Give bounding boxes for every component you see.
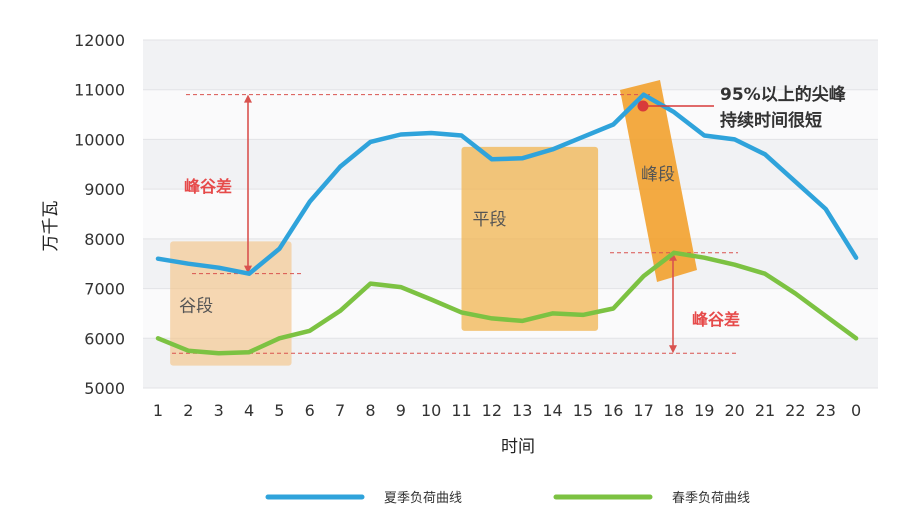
x-tick-label: 11	[451, 401, 471, 420]
x-tick-label: 9	[396, 401, 406, 420]
overlay	[637, 100, 714, 112]
y-tick-label: 9000	[84, 180, 125, 199]
x-tick-label: 2	[183, 401, 193, 420]
x-tick-label: 1	[153, 401, 163, 420]
x-tick-label: 5	[274, 401, 284, 420]
y-tick-labels: 5000 6000 7000 8000 9000 10000 11000 12000	[74, 31, 125, 398]
y-tick-label: 10000	[74, 130, 125, 149]
spring-peak-valley-arrow-head-bottom	[669, 345, 677, 354]
spring-peak-valley-arrow	[669, 252, 677, 354]
x-tick-labels: 1 2 3 4 5 6 7 8 9 10 11 12 13 14 15 16 17 18 19 20 21 22 23 0	[153, 401, 861, 420]
x-tick-label: 4	[244, 401, 254, 420]
x-tick-label: 14	[542, 401, 562, 420]
summer-peak-valley-arrow-head-bottom	[244, 265, 252, 274]
y-axis-label: 万千瓦	[41, 201, 61, 252]
x-tick-label: 16	[603, 401, 623, 420]
legend-label-summer: 夏季负荷曲线	[384, 491, 462, 506]
flat-period-region	[461, 146, 599, 331]
y-tick-label: 12000	[74, 31, 125, 50]
x-tick-label: 23	[816, 401, 836, 420]
peak-valley-spring-label: 峰谷差	[692, 310, 740, 329]
x-tick-label: 19	[694, 401, 714, 420]
x-tick-label: 3	[214, 401, 224, 420]
valley-period-label: 谷段	[179, 296, 213, 316]
x-tick-label: 18	[664, 401, 684, 420]
x-tick-label: 0	[851, 401, 861, 420]
x-tick-label: 21	[755, 401, 775, 420]
legend-label-spring: 春季负荷曲线	[672, 491, 750, 506]
peak-period-region	[620, 80, 697, 282]
flat-period-label: 平段	[473, 210, 507, 230]
spring-peak-valley-arrow-head-top	[669, 252, 677, 261]
y-tick-label: 11000	[74, 81, 125, 100]
y-tick-label: 6000	[84, 329, 125, 348]
x-axis-label: 时间	[501, 437, 535, 457]
peak-note-line2: 持续时间很短	[720, 110, 822, 131]
summer-peak-valley-arrow	[244, 94, 252, 274]
x-tick-label: 22	[785, 401, 805, 420]
summer-peak-valley-arrow-head-top	[244, 94, 252, 103]
peak-marker-dot	[637, 100, 649, 112]
x-tick-label: 17	[633, 401, 653, 420]
summer-load-line	[155, 92, 859, 276]
plot-band	[143, 40, 878, 90]
series-group	[155, 92, 859, 356]
x-tick-label: 15	[573, 401, 593, 420]
y-tick-label: 8000	[84, 230, 125, 249]
x-tick-label: 7	[335, 401, 345, 420]
y-tick-label: 7000	[84, 280, 125, 299]
peak-note-line1: 95%以上的尖峰	[720, 84, 847, 105]
x-tick-label: 10	[421, 401, 441, 420]
valley-period-region	[170, 241, 292, 366]
x-tick-label: 13	[512, 401, 532, 420]
plot-band	[143, 89, 878, 140]
y-tick-label: 5000	[84, 379, 125, 398]
legend: 夏季负荷曲线 春季负荷曲线	[265, 491, 750, 506]
spring-load-line	[155, 250, 859, 356]
x-tick-label: 8	[365, 401, 375, 420]
reference-lines	[172, 94, 738, 354]
peak-period-label: 峰段	[641, 165, 675, 185]
x-tick-label: 20	[724, 401, 744, 420]
x-tick-label: 6	[305, 401, 315, 420]
x-tick-label: 12	[482, 401, 502, 420]
peak-valley-summer-label: 峰谷差	[184, 177, 232, 196]
regions: 谷段 平段 峰段	[170, 80, 697, 366]
